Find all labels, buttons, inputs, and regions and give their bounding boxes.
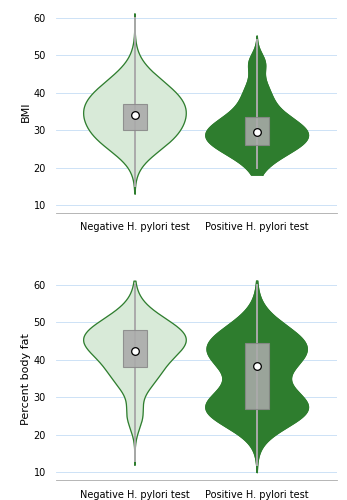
Y-axis label: Percent body fat: Percent body fat (20, 333, 31, 424)
Bar (123, 330, 147, 368)
Polygon shape (84, 281, 186, 465)
Y-axis label: BMI: BMI (20, 101, 31, 121)
Polygon shape (206, 281, 308, 472)
Bar (245, 343, 269, 408)
Polygon shape (206, 36, 308, 175)
Polygon shape (84, 14, 186, 194)
Bar (123, 104, 147, 130)
Bar (245, 117, 269, 145)
